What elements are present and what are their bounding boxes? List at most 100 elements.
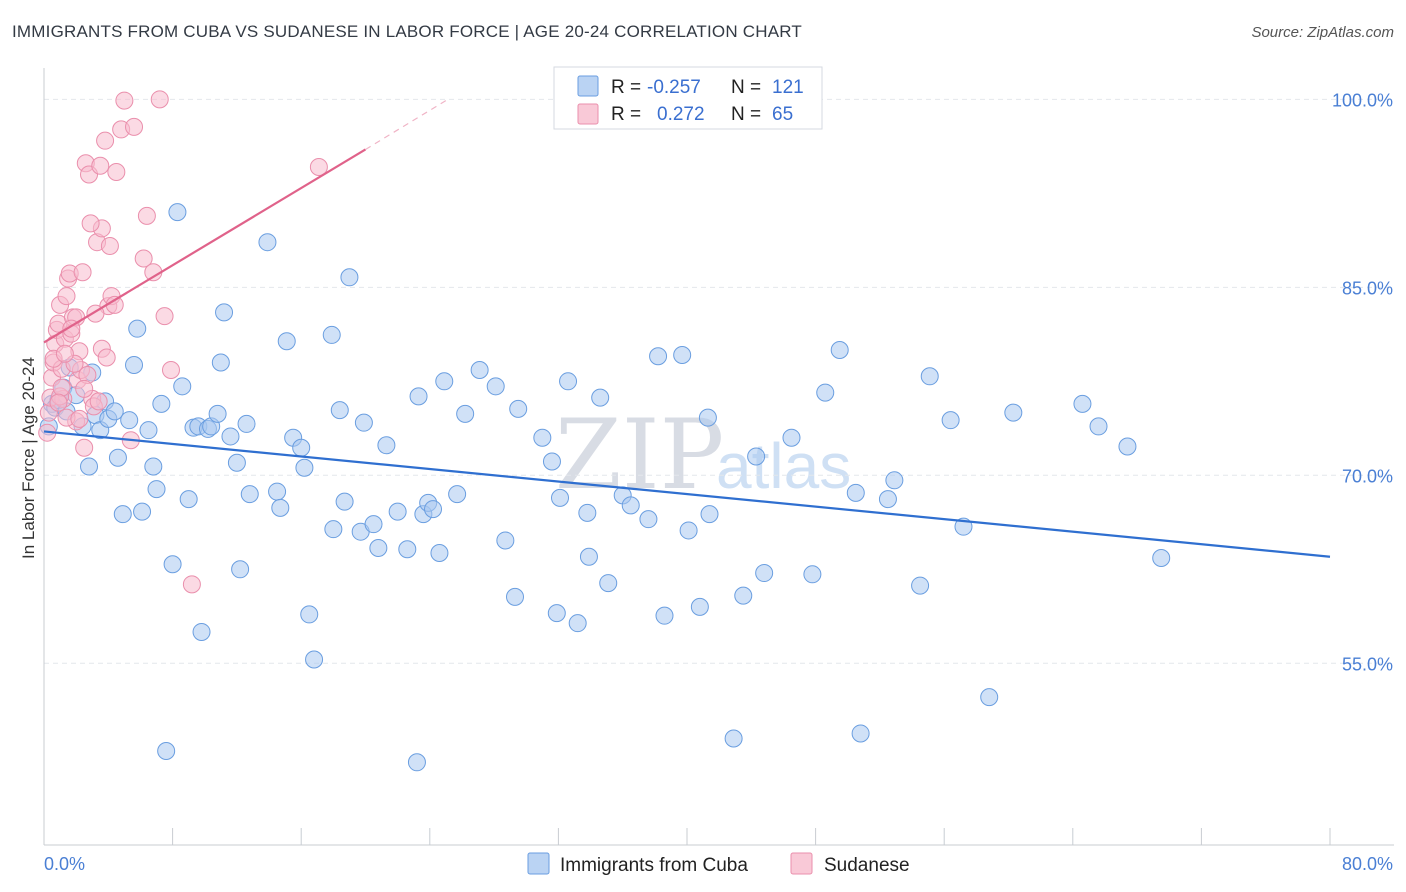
sudanese-point [57, 287, 76, 306]
cuba-point [407, 753, 426, 772]
cuba-point [505, 587, 524, 606]
legend-bottom-cuba-label: Immigrants from Cuba [560, 855, 748, 876]
sudanese-point [81, 214, 100, 233]
cuba-point [591, 388, 610, 407]
cuba-point [227, 453, 246, 472]
cuba-point [237, 414, 256, 433]
cuba-point [486, 377, 505, 396]
cuba-point [147, 480, 166, 499]
sudanese-point [52, 378, 71, 397]
trend-lines [43, 100, 1331, 558]
legend-top: R = -0.257 N = 121 R = 0.272 N = 65 [553, 66, 823, 130]
cuba-point [547, 604, 566, 623]
sudanese-point [97, 348, 116, 367]
legend-bottom-sudanese-label: Sudanese [824, 855, 910, 876]
cuba-point [846, 483, 865, 502]
cuba-point [322, 325, 341, 344]
cuba-point [133, 502, 152, 521]
sudanese-point [89, 392, 108, 411]
legend-sudanese-swatch [577, 103, 599, 125]
cuba-point [1118, 437, 1137, 456]
cuba-point [240, 485, 259, 504]
cuba-point [157, 742, 176, 761]
cuba-point [579, 547, 598, 566]
cuba-point [782, 428, 801, 447]
source-label: Source: ZipAtlas.com [1251, 24, 1394, 41]
cuba-point [335, 492, 354, 511]
legend-bottom: Immigrants from Cuba Sudanese [527, 852, 910, 876]
cuba-point [300, 605, 319, 624]
cuba-point [173, 377, 192, 396]
y-tick-label: 85.0% [1342, 278, 1393, 298]
cuba-point [277, 332, 296, 351]
legend-top-box [553, 66, 823, 130]
cuba-point [679, 521, 698, 540]
cuba-point [80, 457, 99, 476]
x-axis-ticks: 0.0% 80.0% [44, 828, 1393, 874]
legend-cuba-r-label: R = [611, 77, 641, 98]
legend-cuba-r-value: -0.257 [647, 77, 701, 98]
cuba-point [673, 345, 692, 364]
cuba-point [509, 399, 528, 418]
cuba-point [724, 729, 743, 748]
y-axis-label: In Labor Force | Age 20-24 [19, 357, 38, 559]
y-tick-label: 100.0% [1332, 90, 1393, 110]
legend-sudanese-r-label: R = [611, 104, 641, 125]
cuba-point [139, 421, 158, 440]
cuba-point [168, 203, 187, 222]
cuba-point [179, 490, 198, 509]
cuba-point [911, 576, 930, 595]
cuba-point [113, 505, 132, 524]
sudanese-trend-extension [365, 100, 447, 150]
cuba-point [211, 353, 230, 372]
sudanese-point [107, 163, 126, 182]
cuba-point [941, 411, 960, 430]
cuba-point [470, 361, 489, 380]
sudanese-point [91, 156, 110, 175]
y-tick-label: 55.0% [1342, 654, 1393, 674]
cuba-point [885, 471, 904, 490]
cuba-point [1152, 549, 1171, 568]
cuba-point [435, 372, 454, 391]
sudanese-point [309, 158, 328, 177]
cuba-point [163, 555, 182, 574]
cuba-point [1089, 417, 1108, 436]
sudanese-point [125, 117, 144, 136]
cuba-point [324, 520, 343, 539]
legend-cuba-n-value: 121 [772, 77, 804, 98]
cuba-point [271, 498, 290, 517]
cuba-point [295, 458, 314, 477]
cuba-point [330, 401, 349, 420]
cuba-point [258, 233, 277, 252]
grid-lines [44, 98, 1394, 664]
cuba-point [221, 427, 240, 446]
watermark-zip: ZIP [555, 399, 724, 511]
cuba-point [649, 347, 668, 366]
cuba-point [105, 402, 124, 421]
cuba-point [430, 543, 449, 562]
sudanese-point [96, 131, 115, 150]
legend-bottom-cuba-swatch [527, 852, 550, 875]
chart-title: IMMIGRANTS FROM CUBA VS SUDANESE IN LABO… [12, 22, 802, 41]
y-tick-label: 70.0% [1342, 466, 1393, 486]
cuba-point [578, 503, 597, 522]
cuba-point [1073, 394, 1092, 413]
sudanese-point [55, 344, 74, 363]
cuba-point [533, 428, 552, 447]
cuba-point [208, 404, 227, 423]
cuba-point [369, 538, 388, 557]
legend-bottom-sudanese-swatch [790, 852, 813, 875]
cuba-point [568, 614, 587, 633]
cuba-point [128, 319, 147, 338]
cuba-point [409, 387, 428, 406]
cuba-point [621, 496, 640, 515]
cuba-point [231, 560, 250, 579]
cuba-point [377, 436, 396, 455]
sudanese-point [75, 379, 94, 398]
cuba-point [830, 340, 849, 359]
sudanese-point [155, 307, 174, 326]
cuba-point [340, 268, 359, 287]
sudanese-point [161, 361, 180, 380]
cuba-point [747, 447, 766, 466]
